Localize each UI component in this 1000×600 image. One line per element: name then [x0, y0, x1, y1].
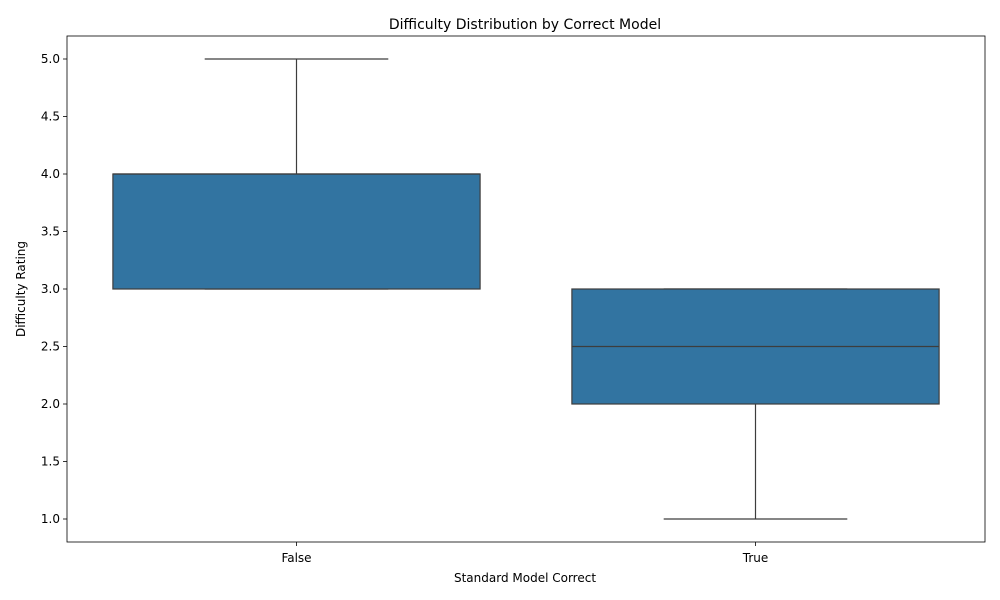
- y-tick-label: 3.0: [41, 282, 60, 296]
- plot-area: [66, 35, 986, 543]
- y-tick-label: 4.5: [41, 110, 60, 124]
- y-tick-label: 1.5: [41, 455, 60, 469]
- y-tick-label: 4.0: [41, 167, 60, 181]
- x-axis-label: Standard Model Correct: [454, 571, 596, 585]
- x-tick-label: True: [742, 551, 769, 565]
- y-tick-label: 1.0: [41, 512, 60, 526]
- box-true: [571, 288, 940, 520]
- y-tick-label: 5.0: [41, 52, 60, 66]
- y-tick-label: 2.5: [41, 340, 60, 354]
- y-tick-label: 2.0: [41, 397, 60, 411]
- box-iqr: [112, 173, 481, 290]
- y-tick-label: 3.5: [41, 225, 60, 239]
- y-axis-label: Difficulty Rating: [14, 241, 28, 337]
- x-axis: False True: [281, 542, 768, 565]
- chart-title: Difficulty Distribution by Correct Model: [389, 17, 661, 33]
- y-axis: 1.0 1.5 2.0 2.5 3.0 3.5 4.0 4.5 5.0: [41, 52, 67, 526]
- box-false: [112, 58, 481, 290]
- x-tick-label: False: [281, 551, 311, 565]
